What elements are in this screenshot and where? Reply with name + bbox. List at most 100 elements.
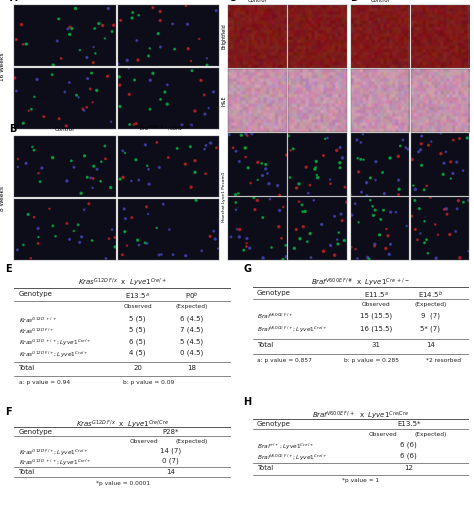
Point	[321, 135, 329, 143]
Point	[303, 238, 311, 246]
Point	[243, 234, 251, 242]
Point	[109, 27, 116, 35]
Point	[153, 224, 161, 232]
Point	[141, 239, 149, 247]
Point	[12, 35, 20, 44]
Point	[81, 152, 88, 160]
Point	[88, 236, 96, 244]
Point	[78, 233, 85, 241]
Point	[355, 168, 363, 176]
Point	[35, 169, 42, 177]
Point	[35, 233, 42, 241]
Point	[30, 93, 38, 101]
Point	[128, 14, 136, 22]
Text: $\it{Braf}$$^{\it{V600E\ F/+}}$$\it{;Cdh5}$$^{\it{CreERT2}}$: $\it{Braf}$$^{\it{V600E\ F/+}}$$\it{;Cdh…	[139, 123, 198, 132]
Point	[164, 100, 171, 108]
Text: 5 (5): 5 (5)	[129, 315, 146, 322]
Point	[232, 191, 239, 199]
Text: 6 (6): 6 (6)	[400, 453, 417, 459]
Text: a: p value = 0.857: a: p value = 0.857	[257, 358, 312, 364]
Point	[203, 54, 210, 62]
Point	[399, 136, 407, 144]
Text: 14: 14	[166, 469, 175, 475]
Point	[312, 157, 320, 165]
Point	[116, 175, 124, 183]
Point	[354, 154, 362, 162]
Point	[90, 162, 98, 170]
Point	[432, 254, 440, 262]
Point	[437, 129, 445, 137]
Point	[248, 130, 255, 138]
Point	[87, 174, 94, 182]
Point	[396, 142, 404, 150]
Text: E11.5$^a$: E11.5$^a$	[364, 289, 389, 300]
Point	[427, 193, 434, 201]
Point	[331, 251, 338, 259]
Point	[339, 154, 346, 162]
Point	[27, 254, 35, 262]
Point	[455, 197, 462, 205]
Point	[232, 206, 240, 214]
Text: *p value = 0.0001: *p value = 0.0001	[96, 481, 150, 486]
Point	[465, 247, 473, 256]
Text: Total: Total	[257, 342, 273, 348]
Point	[187, 57, 195, 65]
Point	[441, 205, 448, 213]
Point	[385, 250, 393, 259]
Point	[459, 166, 467, 174]
Point	[89, 98, 96, 106]
Point	[243, 242, 250, 250]
Point	[295, 198, 303, 206]
Point	[327, 179, 334, 188]
Point	[22, 40, 30, 48]
Text: $\it{Braf}$$^{\it{+/+}}$$\it{;Lyve1}$$^{\it{Cre/+}}$: $\it{Braf}$$^{\it{+/+}}$$\it{;Lyve1}$$^{…	[257, 442, 314, 452]
Point	[276, 191, 283, 199]
Point	[64, 25, 72, 33]
Point	[187, 183, 195, 191]
Point	[75, 93, 82, 101]
Point	[119, 173, 127, 182]
Point	[304, 189, 312, 197]
Point	[240, 246, 247, 254]
Point	[335, 229, 343, 237]
Point	[371, 240, 379, 248]
Point	[440, 159, 448, 167]
Point	[404, 145, 412, 153]
Point	[265, 179, 273, 188]
Text: 16 Weeks: 16 Weeks	[0, 53, 5, 81]
Point	[363, 178, 371, 187]
Point	[201, 145, 209, 153]
Point	[341, 183, 349, 191]
Point	[132, 120, 140, 128]
Point	[258, 159, 265, 167]
Point	[364, 254, 372, 262]
Point	[159, 200, 167, 208]
Point	[416, 204, 423, 212]
Point	[320, 247, 328, 256]
Point	[421, 217, 428, 225]
Point	[420, 186, 428, 194]
Point	[262, 160, 270, 168]
Text: b: p value = 0.285: b: p value = 0.285	[344, 358, 399, 364]
Point	[383, 225, 391, 233]
Point	[324, 134, 331, 142]
Point	[93, 165, 101, 173]
Text: 6 (6): 6 (6)	[400, 442, 417, 448]
Point	[191, 168, 199, 176]
Point	[19, 241, 27, 249]
Point	[18, 20, 25, 28]
Point	[146, 105, 154, 113]
Point	[195, 35, 203, 43]
Point	[28, 143, 36, 151]
Point	[355, 218, 362, 226]
Point	[155, 29, 162, 38]
Point	[242, 130, 250, 138]
Point	[49, 222, 57, 230]
Point	[164, 81, 171, 89]
Point	[279, 256, 287, 264]
Point	[128, 177, 135, 185]
Text: E: E	[5, 264, 11, 274]
Point	[143, 239, 151, 247]
Point	[38, 164, 46, 172]
Point	[202, 141, 210, 150]
